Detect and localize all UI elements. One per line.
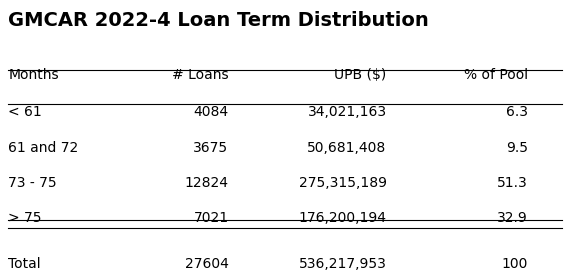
Text: 4084: 4084	[193, 106, 229, 119]
Text: 275,315,189: 275,315,189	[299, 176, 386, 190]
Text: 176,200,194: 176,200,194	[299, 211, 386, 225]
Text: Months: Months	[9, 68, 59, 82]
Text: 100: 100	[502, 257, 528, 271]
Text: 12824: 12824	[185, 176, 229, 190]
Text: < 61: < 61	[9, 106, 42, 119]
Text: > 75: > 75	[9, 211, 42, 225]
Text: 32.9: 32.9	[497, 211, 528, 225]
Text: 7021: 7021	[193, 211, 229, 225]
Text: 34,021,163: 34,021,163	[307, 106, 386, 119]
Text: GMCAR 2022-4 Loan Term Distribution: GMCAR 2022-4 Loan Term Distribution	[9, 11, 429, 30]
Text: 27604: 27604	[185, 257, 229, 271]
Text: 51.3: 51.3	[497, 176, 528, 190]
Text: 3675: 3675	[193, 141, 229, 155]
Text: # Loans: # Loans	[172, 68, 229, 82]
Text: 9.5: 9.5	[506, 141, 528, 155]
Text: UPB ($): UPB ($)	[335, 68, 386, 82]
Text: 50,681,408: 50,681,408	[307, 141, 386, 155]
Text: 6.3: 6.3	[506, 106, 528, 119]
Text: 536,217,953: 536,217,953	[299, 257, 386, 271]
Text: Total: Total	[9, 257, 41, 271]
Text: % of Pool: % of Pool	[463, 68, 528, 82]
Text: 73 - 75: 73 - 75	[9, 176, 57, 190]
Text: 61 and 72: 61 and 72	[9, 141, 79, 155]
